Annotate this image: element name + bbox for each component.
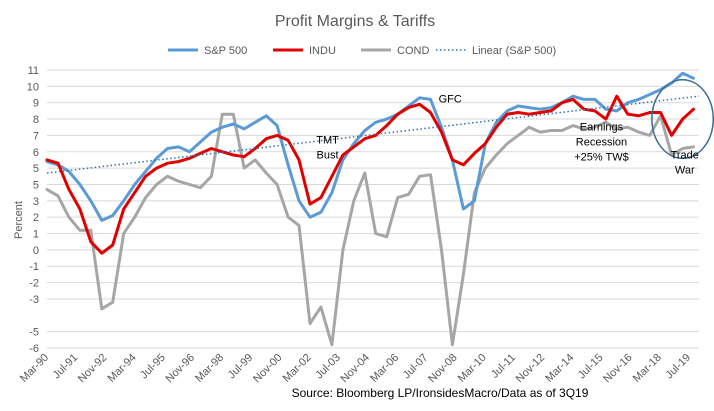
y-tick-label: 7: [33, 130, 39, 142]
legend-label: S&P 500: [204, 45, 247, 57]
x-tick-label: Nov-92: [76, 352, 110, 386]
y-tick-label: -5: [29, 327, 39, 339]
chart-legend: S&P 500 INDU COND Linear (S&P 500): [168, 45, 556, 57]
x-tick-label: Mar-10: [456, 352, 489, 385]
trendline-group: [46, 79, 714, 174]
y-tick-label: 1: [33, 229, 39, 241]
y-tick-label: 5: [33, 179, 39, 191]
annotation-line: Earnings: [580, 122, 624, 134]
y-axis-label: Percent: [13, 201, 25, 239]
y-tick-label: -1: [29, 261, 39, 273]
y-tick-label: 10: [27, 81, 39, 93]
x-tick-label: Nov-96: [163, 352, 197, 386]
y-tick-label: -3: [29, 294, 39, 306]
y-tick-label: 5: [33, 163, 39, 175]
x-tick-label: Nov-16: [601, 352, 635, 386]
annotation-line: GFC: [439, 94, 462, 106]
x-tick-label: Mar-18: [631, 352, 664, 385]
chart-title: Profit Margins & Tariffs: [275, 13, 435, 30]
series-line-cond: [45, 112, 695, 347]
annotation: Earnings Recession +25% TW$: [574, 122, 629, 164]
source-note: Source: Bloomberg LP/IronsidesMacro/Data…: [292, 386, 589, 400]
y-tick-label: 6: [33, 147, 39, 159]
series-lines: [45, 71, 695, 347]
annotation-line: TMT: [316, 135, 339, 147]
x-tick-label: Mar-06: [368, 352, 401, 385]
y-tick-label: 8: [33, 114, 39, 126]
y-tick-label: -2: [29, 278, 39, 290]
series-line-indu: [45, 94, 695, 255]
y-tick-label: 0: [33, 245, 39, 257]
annotation-line: Bust: [317, 150, 339, 162]
y-tick-label: 9: [33, 98, 39, 110]
y-tick-label: 2: [33, 212, 39, 224]
annotation-line: War: [675, 164, 695, 176]
trendline: [46, 95, 700, 174]
x-tick-label: Mar-94: [106, 352, 139, 385]
y-gridlines: [47, 69, 699, 349]
trade-war-highlight-ellipse: [651, 79, 714, 160]
annotations: TMT Bust GFC Earnings Recession +25% TW$ Trade…: [316, 94, 699, 177]
annotation-line: Trade: [671, 149, 699, 161]
y-tick-label: -6: [29, 343, 39, 355]
legend-label: INDU: [309, 45, 336, 57]
annotation: Trade War: [671, 149, 699, 176]
legend-label: Linear (S&P 500): [472, 45, 556, 57]
x-tick-label: Mar-02: [281, 352, 314, 385]
x-tick-label: Nov-04: [339, 352, 373, 386]
annotation-line: +25% TW$: [574, 152, 629, 164]
y-tick-label: 3: [33, 196, 39, 208]
y-tick-label: 11: [28, 65, 39, 77]
x-tick-label: Nov-00: [251, 352, 285, 386]
x-tick-label: Nov-12: [514, 352, 548, 386]
x-tick-label: Jul-19: [663, 352, 693, 382]
legend-label: COND: [397, 45, 429, 57]
annotation: GFC: [439, 94, 462, 106]
x-tick-label: Mar-90: [18, 352, 51, 385]
y-axis-ticks: -6 -5 -3 -2 -1 0 1 2 3 5 5 6 7 8 9 10 11: [27, 65, 39, 355]
x-tick-label: Nov-08: [426, 352, 460, 386]
annotation-line: Recession: [576, 137, 627, 149]
annotation: TMT Bust: [316, 135, 339, 162]
x-tick-label: Mar-98: [193, 352, 226, 385]
x-tick-label: Mar-14: [543, 352, 576, 385]
